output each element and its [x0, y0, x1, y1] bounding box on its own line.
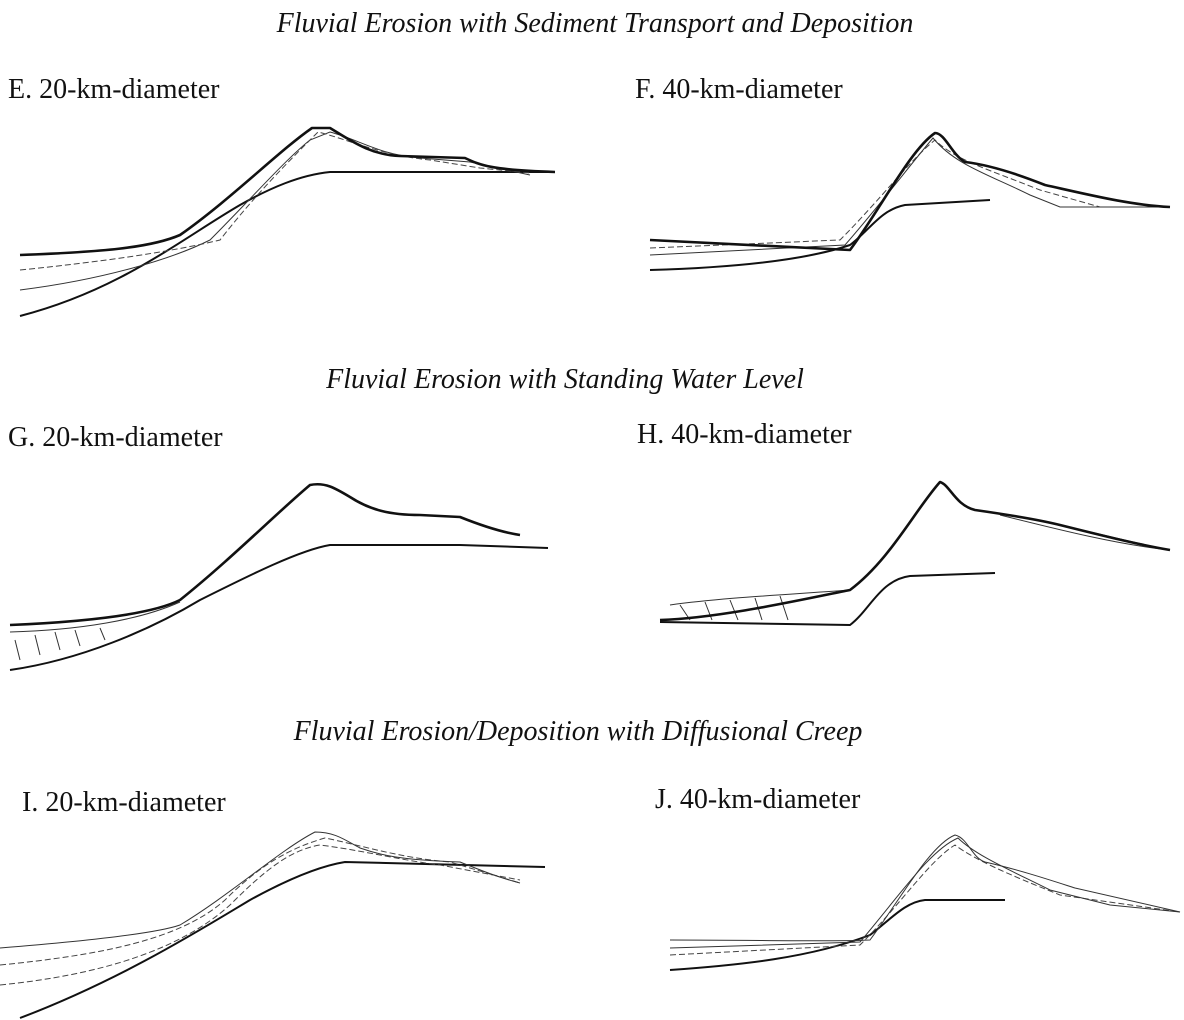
profile-g [9, 482, 549, 671]
section-title: Fluvial Erosion/Deposition with Diffusio… [293, 716, 863, 747]
profile-j [669, 834, 1181, 971]
panel-label: F. 40-km-diameter [635, 74, 843, 105]
panel-label: G. 20-km-diameter [8, 422, 223, 453]
section-title: Fluvial Erosion with Sediment Transport … [276, 8, 914, 39]
panel-label: I. 20-km-diameter [22, 787, 226, 818]
panel-label: H. 40-km-diameter [637, 419, 852, 450]
profile-h [659, 480, 1171, 627]
profile-i [0, 831, 546, 1019]
panel-label: J. 40-km-diameter [655, 784, 861, 815]
section-title: Fluvial Erosion with Standing Water Leve… [325, 364, 804, 395]
panel-label: E. 20-km-diameter [8, 74, 220, 105]
profile-e [19, 126, 556, 317]
profile-f [649, 131, 1171, 271]
